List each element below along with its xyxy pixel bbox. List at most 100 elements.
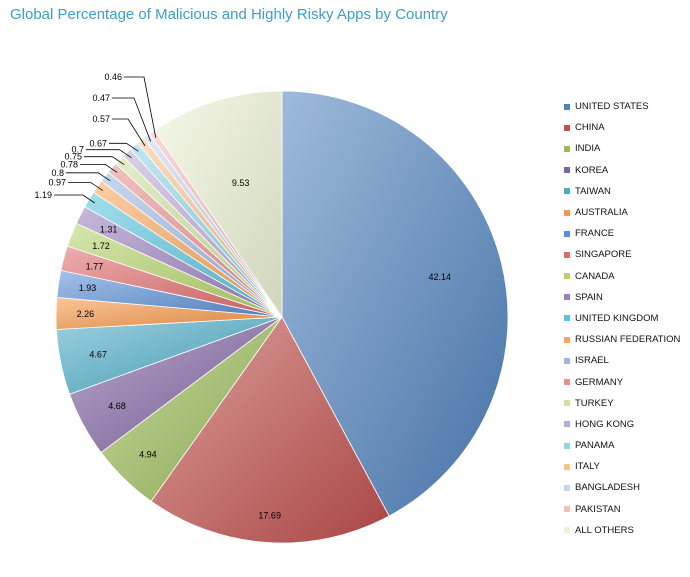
legend-swatch: [564, 379, 570, 386]
legend-swatch: [564, 357, 570, 364]
legend-item-bangladesh: BANGLADESH: [564, 477, 680, 498]
data-label-italy: 0.57: [92, 114, 110, 124]
data-label-united-states: 42.14: [429, 272, 452, 282]
legend-item-spain: SPAIN: [564, 287, 680, 308]
legend-swatch: [564, 442, 570, 449]
legend-swatch: [564, 124, 570, 131]
slice-labels: 42.14 17.69 4.94 4.68 4.67 2.26 1.93 1.77 1.72 1.…: [34, 72, 451, 521]
legend-label: GERMANY: [575, 376, 624, 388]
leader-line-italy: [112, 118, 146, 147]
leader-line-israel: [66, 172, 111, 182]
legend-swatch: [564, 167, 570, 174]
data-label-pakistan: 0.46: [104, 72, 122, 82]
legend-item-canada: CANADA: [564, 266, 680, 287]
legend-label: CANADA: [575, 270, 615, 282]
legend-swatch: [564, 188, 570, 195]
data-label-spain: 1.31: [100, 224, 118, 234]
legend-label: BANGLADESH: [575, 482, 640, 494]
legend-swatch: [564, 209, 570, 216]
legend: UNITED STATES CHINA INDIA KOREA TAIWAN AUSTRA…: [564, 96, 680, 541]
legend-label: INDIA: [575, 143, 601, 155]
data-label-russian-federation: 0.97: [48, 178, 66, 188]
data-label-france: 1.93: [79, 283, 97, 293]
legend-item-russian-federation: RUSSIAN FEDERATION: [564, 329, 680, 350]
data-label-united-kingdom: 1.19: [34, 190, 52, 200]
legend-swatch: [564, 294, 570, 301]
legend-item-china: CHINA: [564, 117, 680, 138]
legend-swatch: [564, 484, 570, 491]
legend-item-turkey: TURKEY: [564, 393, 680, 414]
legend-label: AUSTRALIA: [575, 207, 628, 219]
legend-item-italy: ITALY: [564, 456, 680, 477]
legend-label: ISRAEL: [575, 355, 609, 367]
chart-title: Global Percentage of Malicious and Highl…: [10, 6, 448, 23]
legend-label: SPAIN: [575, 291, 603, 303]
legend-swatch: [564, 273, 570, 280]
pie-slice-all-others: [154, 90, 283, 319]
legend-swatch: [564, 336, 570, 343]
legend-swatch: [564, 103, 570, 110]
legend-swatch: [564, 527, 570, 534]
legend-swatch: [564, 230, 570, 237]
legend-label: TURKEY: [575, 397, 614, 409]
data-label-singapore: 1.77: [86, 261, 104, 271]
pie-slices: [55, 90, 509, 544]
pie-slice-china: [150, 316, 390, 544]
data-label-korea: 4.68: [108, 401, 126, 411]
legend-swatch: [564, 506, 570, 513]
legend-item-hong-kong: HONG KONG: [564, 414, 680, 435]
legend-item-united-kingdom: UNITED KINGDOM: [564, 308, 680, 329]
legend-swatch: [564, 251, 570, 258]
data-label-all-others: 9.53: [232, 178, 250, 188]
legend-swatch: [564, 315, 570, 322]
data-label-australia: 2.26: [77, 309, 95, 319]
leader-line-germany: [80, 163, 118, 173]
leader-line-pakistan: [124, 76, 157, 138]
legend-label: PAKISTAN: [575, 503, 621, 515]
legend-item-australia: AUSTRALIA: [564, 202, 680, 223]
data-label-turkey: 0.75: [64, 152, 82, 162]
legend-item-panama: PANAMA: [564, 435, 680, 456]
leader-lines: [54, 76, 157, 204]
legend-item-pakistan: PAKISTAN: [564, 499, 680, 520]
data-label-china: 17.69: [258, 511, 281, 521]
legend-item-israel: ISRAEL: [564, 350, 680, 371]
legend-item-united-states: UNITED STATES: [564, 96, 680, 117]
legend-label: PANAMA: [575, 440, 615, 452]
legend-label: ITALY: [575, 461, 600, 473]
legend-label: FRANCE: [575, 228, 615, 240]
data-label-israel: 0.8: [51, 168, 64, 178]
legend-label: KOREA: [575, 164, 609, 176]
data-label-india: 4.94: [139, 450, 157, 460]
legend-label: RUSSIAN FEDERATION: [575, 334, 681, 346]
legend-item-singapore: SINGAPORE: [564, 244, 680, 265]
legend-item-germany: GERMANY: [564, 371, 680, 392]
data-label-canada: 1.72: [92, 241, 110, 251]
legend-label: UNITED STATES: [575, 101, 649, 113]
leader-line-panama: [109, 142, 139, 152]
legend-label: TAIWAN: [575, 185, 611, 197]
data-label-germany: 0.78: [60, 159, 78, 169]
legend-swatch: [564, 400, 570, 407]
legend-label: HONG KONG: [575, 418, 635, 430]
legend-item-india: INDIA: [564, 138, 680, 159]
legend-item-france: FRANCE: [564, 223, 680, 244]
leader-line-turkey: [84, 156, 125, 166]
pie-slice-united-states: [281, 90, 509, 517]
legend-item-korea: KOREA: [564, 160, 680, 181]
legend-label: ALL OTHERS: [575, 524, 634, 536]
legend-swatch: [564, 463, 570, 470]
legend-label: UNITED KINGDOM: [575, 312, 659, 324]
leader-line-russian-federation: [68, 182, 104, 191]
data-label-taiwan: 4.67: [89, 350, 107, 360]
data-label-panama: 0.67: [89, 138, 107, 148]
leader-line-bangladesh: [112, 97, 152, 142]
data-label-bangladesh: 0.47: [92, 93, 110, 103]
data-label-hong-kong: 0.7: [71, 145, 84, 155]
leader-line-hong-kong: [86, 149, 132, 159]
legend-label: SINGAPORE: [575, 249, 632, 261]
legend-label: CHINA: [575, 122, 605, 134]
legend-swatch: [564, 145, 570, 152]
legend-item-all-others: ALL OTHERS: [564, 520, 680, 541]
